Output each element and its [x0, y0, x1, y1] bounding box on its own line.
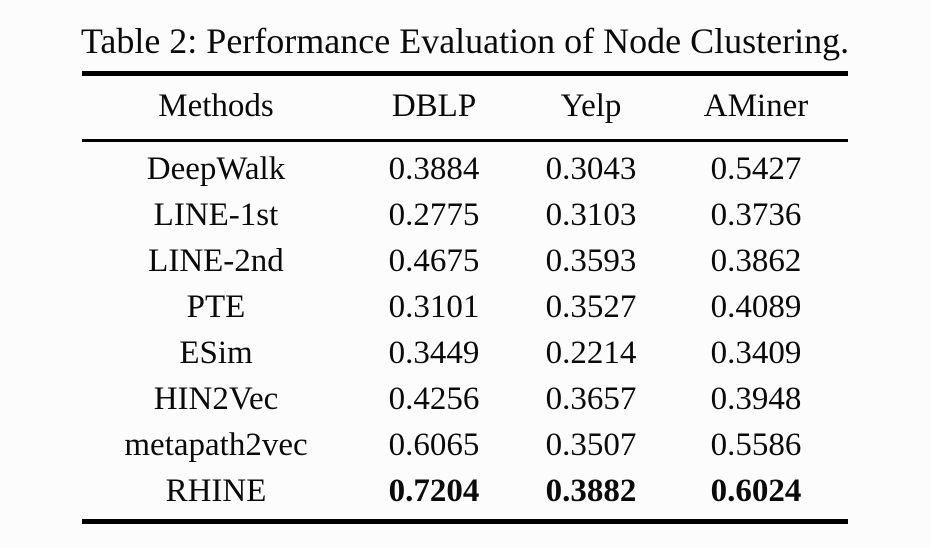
- column-header-yelp: Yelp: [560, 88, 622, 124]
- bottom-rule: [82, 519, 848, 524]
- metric-value: 0.3409: [710, 335, 802, 371]
- table-body: DeepWalk 0.3884 0.3043 0.5427 LINE-1st 0.2775…: [82, 142, 848, 519]
- column-header-methods: Methods: [158, 88, 274, 124]
- metric-value: 0.7204: [388, 473, 480, 509]
- metric-value: 0.3862: [710, 243, 802, 279]
- results-table: Methods DBLP Yelp AMiner DeepWalk 0.3884 0…: [82, 71, 848, 524]
- method-name: HIN2Vec: [153, 381, 279, 417]
- metric-value: 0.3948: [710, 381, 802, 417]
- metric-value: 0.5586: [710, 427, 802, 463]
- metric-value: 0.4089: [710, 289, 802, 325]
- metric-value: 0.4256: [388, 381, 480, 417]
- table-row: HIN2Vec 0.4256 0.3657 0.3948: [82, 376, 848, 422]
- metric-value: 0.2775: [388, 197, 480, 233]
- table-caption: Table 2: Performance Evaluation of Node …: [80, 21, 850, 61]
- method-name: LINE-2nd: [148, 243, 284, 279]
- method-name: LINE-1st: [153, 197, 279, 233]
- table-row: metapath2vec 0.6065 0.3507 0.5586: [82, 422, 848, 468]
- metric-value: 0.3507: [545, 427, 637, 463]
- table-header-row: Methods DBLP Yelp AMiner: [82, 76, 848, 139]
- metric-value: 0.6065: [388, 427, 480, 463]
- mid-rule: [82, 139, 848, 142]
- metric-value: 0.3657: [545, 381, 637, 417]
- metric-value: 0.4675: [388, 243, 480, 279]
- method-name: PTE: [186, 289, 246, 325]
- table-row: ESim 0.3449 0.2214 0.3409: [82, 330, 848, 376]
- metric-value: 0.3593: [545, 243, 637, 279]
- metric-value: 0.3882: [545, 473, 637, 509]
- metric-value: 0.3884: [388, 151, 480, 187]
- table-row: RHINE 0.7204 0.3882 0.6024: [82, 468, 848, 514]
- top-rule: [82, 71, 848, 76]
- method-name: DeepWalk: [146, 151, 286, 187]
- table-row: LINE-2nd 0.4675 0.3593 0.3862: [82, 238, 848, 284]
- metric-value: 0.3449: [388, 335, 480, 371]
- metric-value: 0.3101: [388, 289, 480, 325]
- table-row: DeepWalk 0.3884 0.3043 0.5427: [82, 146, 848, 192]
- column-header-dblp: DBLP: [391, 88, 477, 124]
- table-row: PTE 0.3101 0.3527 0.4089: [82, 284, 848, 330]
- metric-value: 0.5427: [710, 151, 802, 187]
- method-name: RHINE: [165, 473, 267, 509]
- metric-value: 0.2214: [545, 335, 637, 371]
- method-name: ESim: [179, 335, 253, 371]
- table-row: LINE-1st 0.2775 0.3103 0.3736: [82, 192, 848, 238]
- metric-value: 0.3527: [545, 289, 637, 325]
- column-header-aminer: AMiner: [703, 88, 809, 124]
- metric-value: 0.6024: [710, 473, 802, 509]
- metric-value: 0.3103: [545, 197, 637, 233]
- metric-value: 0.3736: [710, 197, 802, 233]
- method-name: metapath2vec: [124, 427, 308, 463]
- metric-value: 0.3043: [545, 151, 637, 187]
